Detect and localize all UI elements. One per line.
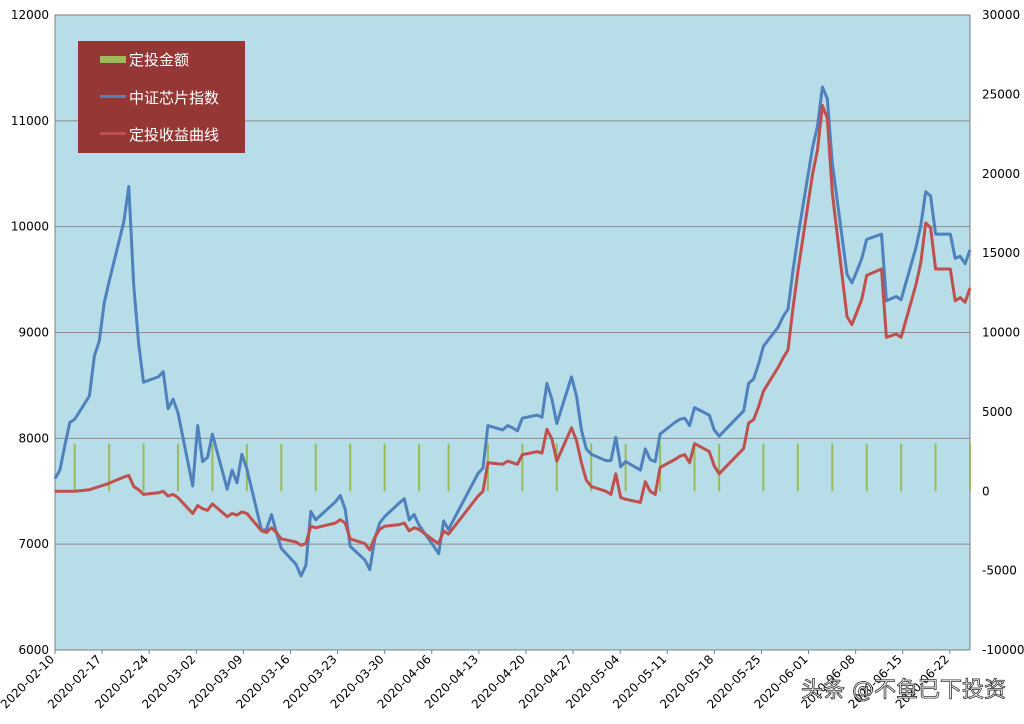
y-axis-left: 6000 7000 8000 9000 10000 11000 12000	[11, 8, 49, 657]
series-line-profit	[55, 104, 972, 552]
legend-swatch-bar	[100, 56, 126, 63]
watermark-text: 头条 @不鱼已下投资	[801, 678, 1006, 703]
y-right-tick-label: -5000	[982, 564, 1017, 578]
y-right-tick-label: 5000	[982, 405, 1013, 419]
legend-swatch-index	[100, 95, 126, 98]
legend-label: 定投金额	[129, 51, 189, 69]
y-left-tick-label: 11000	[11, 114, 49, 128]
legend-item-profit: 定投收益曲线	[100, 126, 219, 144]
y-right-tick-label: 20000	[982, 167, 1020, 181]
y-left-tick-label: 9000	[18, 326, 49, 340]
legend-swatch-profit	[100, 132, 126, 135]
legend-label: 中证芯片指数	[129, 89, 219, 107]
y-right-tick-label: 0	[982, 484, 990, 498]
y-right-tick-label: 25000	[982, 87, 1020, 101]
legend-item-index: 中证芯片指数	[100, 89, 219, 107]
y-right-tick-label: 30000	[982, 8, 1020, 22]
y-axis-right: -10000 -5000 0 5000 10000 15000 20000 25000 3000…	[982, 8, 1024, 657]
y-right-tick-label: 15000	[982, 246, 1020, 260]
legend: 定投金额 中证芯片指数 定投收益曲线	[78, 41, 245, 153]
y-left-tick-label: 8000	[18, 431, 49, 445]
y-left-tick-label: 7000	[18, 537, 49, 551]
legend-item-bar: 定投金额	[100, 51, 189, 69]
legend-label: 定投收益曲线	[129, 126, 219, 144]
y-right-tick-label: 10000	[982, 326, 1020, 340]
y-left-tick-label: 6000	[18, 643, 49, 657]
series-line-index	[53, 85, 972, 578]
y-left-tick-label: 12000	[11, 8, 49, 22]
bar-series	[73, 443, 971, 492]
y-left-tick-label: 10000	[11, 220, 49, 234]
y-right-tick-label: -10000	[982, 643, 1024, 657]
